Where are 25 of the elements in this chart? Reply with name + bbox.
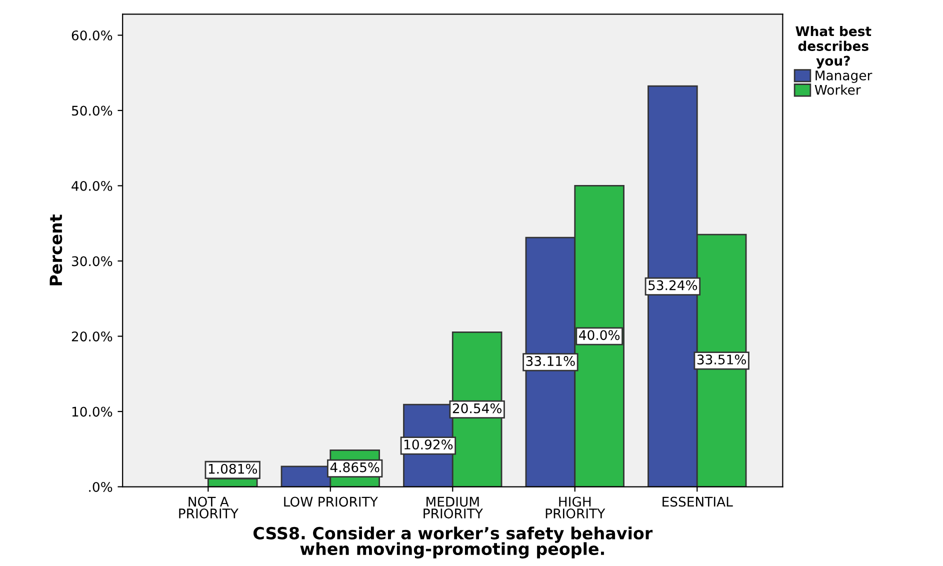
y-tick-label: .0% — [89, 482, 112, 492]
y-axis-title: Percent — [50, 214, 62, 286]
data-label: 53.24% — [648, 280, 698, 290]
data-label: 1.081% — [208, 464, 258, 474]
legend-title: What best describes you? — [796, 26, 872, 68]
y-tick-label: 10.0% — [72, 406, 112, 417]
data-label: 33.51% — [697, 354, 746, 364]
legend-label: Manager — [816, 70, 872, 83]
y-tick-label: 20.0% — [72, 331, 112, 342]
data-label: 4.865% — [330, 462, 380, 472]
legend-label: Worker — [814, 84, 861, 95]
x-axis-title: CSS8. Consider a worker’s safety behavior when moving-promoting people. — [253, 526, 653, 558]
data-label: 33.11% — [526, 356, 575, 366]
x-tick-label: NOT A PRIORITY — [179, 496, 238, 518]
data-label: 20.54% — [452, 403, 502, 414]
x-tick-label: HIGH PRIORITY — [546, 496, 606, 518]
x-tick-label: ESSENTIAL — [662, 496, 733, 507]
y-tick-label: 60.0% — [72, 30, 112, 40]
data-label: 10.92% — [404, 440, 453, 450]
y-tick-label: 30.0% — [72, 256, 112, 266]
x-tick-label: LOW PRIORITY — [284, 496, 378, 507]
y-tick-label: 50.0% — [72, 106, 112, 116]
x-tick-label: MEDIUM PRIORITY — [424, 496, 483, 518]
data-label: 40.0% — [579, 330, 620, 340]
y-tick-label: 40.0% — [72, 180, 112, 191]
